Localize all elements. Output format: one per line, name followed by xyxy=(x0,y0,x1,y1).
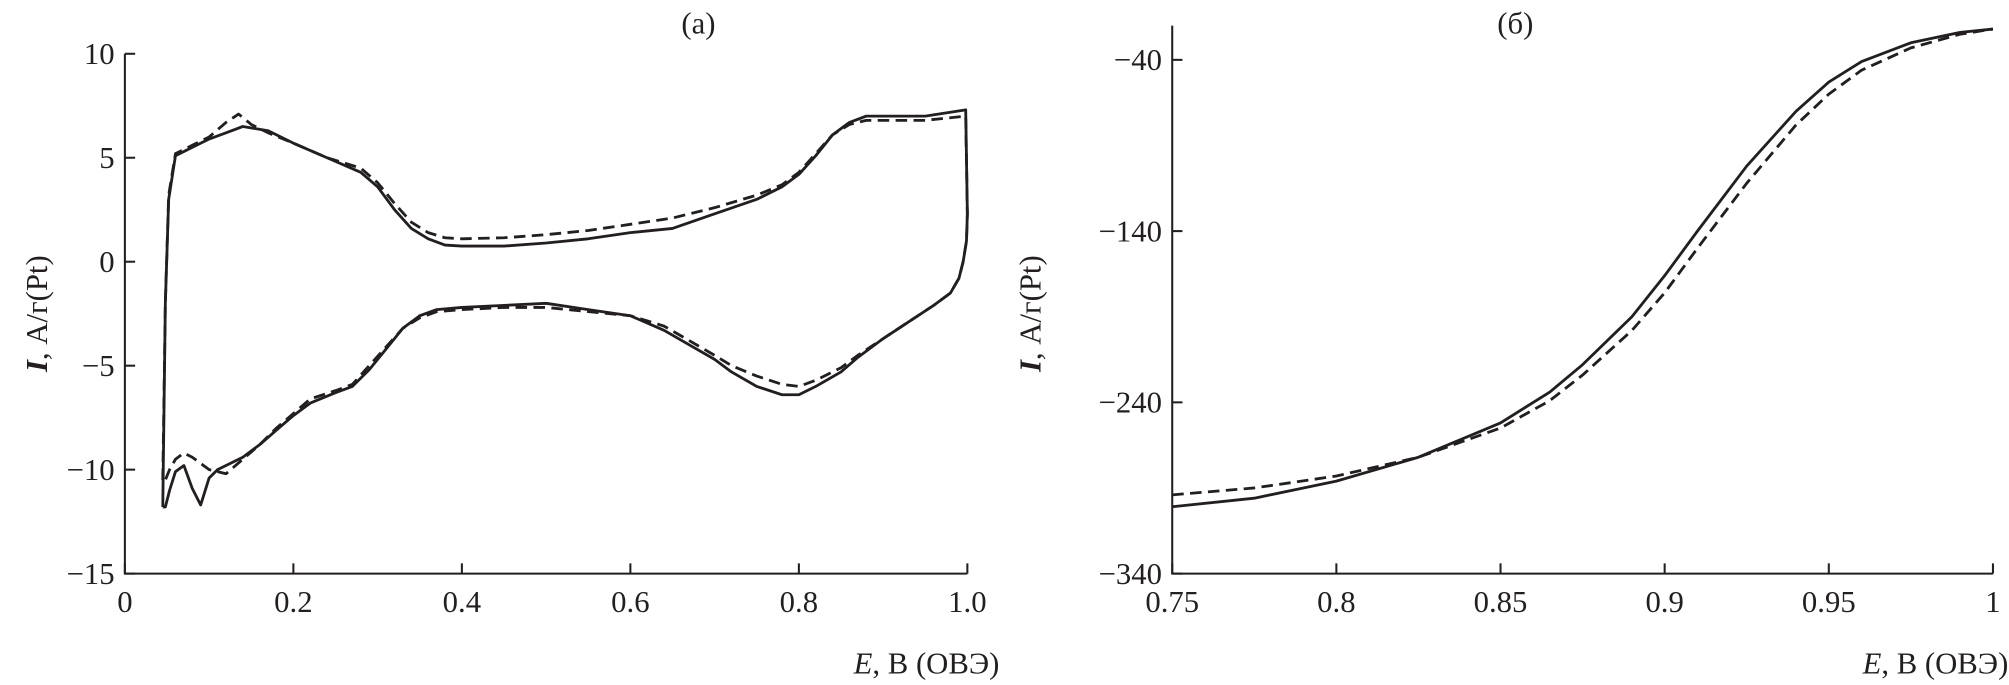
panel-0-axes xyxy=(123,53,968,575)
y-tick-label: 5 xyxy=(99,141,114,175)
y-tick-label: −140 xyxy=(1099,214,1162,248)
panel-b: (б) E, В (ОВЭ) I, А/г(Pt) 0.75 0.8 0.85 0.9… xyxy=(1013,6,2008,680)
series-dashed xyxy=(1172,27,1994,497)
y-tick-label: 0 xyxy=(99,245,114,279)
y-tick-label: −340 xyxy=(1099,557,1162,591)
x-tick-label: 0.75 xyxy=(1145,585,1199,619)
x-tick-label: 0.95 xyxy=(1802,585,1856,619)
series-solid xyxy=(1172,27,1994,509)
x-tick-label: 0.4 xyxy=(443,585,481,619)
y-tick-label: −240 xyxy=(1099,386,1162,420)
x-tick-label: 0 xyxy=(117,585,132,619)
x-tick-label: 0.6 xyxy=(611,585,649,619)
x-tick-label: 1 xyxy=(1985,585,2000,619)
y-tick-label: −15 xyxy=(67,557,115,591)
x-tick-label: 0.8 xyxy=(1317,585,1355,619)
series-solid xyxy=(161,108,969,509)
series-dashed xyxy=(161,112,969,481)
x-tick-label: 0.85 xyxy=(1474,585,1528,619)
x-tick-label: 1.0 xyxy=(948,585,986,619)
y-tick-label: 10 xyxy=(84,37,115,71)
panel-a: (a) E, В (ОВЭ) I, А/г(Pt) 0 0.2 0.4 0.6 0.8 1… xyxy=(20,6,1000,680)
y-tick-label: −5 xyxy=(82,349,115,383)
panel-a-title: (a) xyxy=(681,6,715,40)
panel-b-xlabel: E, В (ОВЭ) xyxy=(1862,646,2009,680)
panel-a-xlabel: E, В (ОВЭ) xyxy=(853,646,1000,680)
y-tick-label: −10 xyxy=(67,453,115,487)
x-tick-label: 0.9 xyxy=(1645,585,1683,619)
panel-1-axes xyxy=(1171,25,1993,575)
x-tick-label: 0.2 xyxy=(274,585,312,619)
panel-b-title: (б) xyxy=(1497,6,1533,40)
panel-a-ylabel: I, А/г(Pt) xyxy=(20,255,54,373)
panel-b-ylabel: I, А/г(Pt) xyxy=(1013,255,1047,373)
x-tick-label: 0.8 xyxy=(780,585,818,619)
y-tick-label: −40 xyxy=(1114,43,1162,77)
